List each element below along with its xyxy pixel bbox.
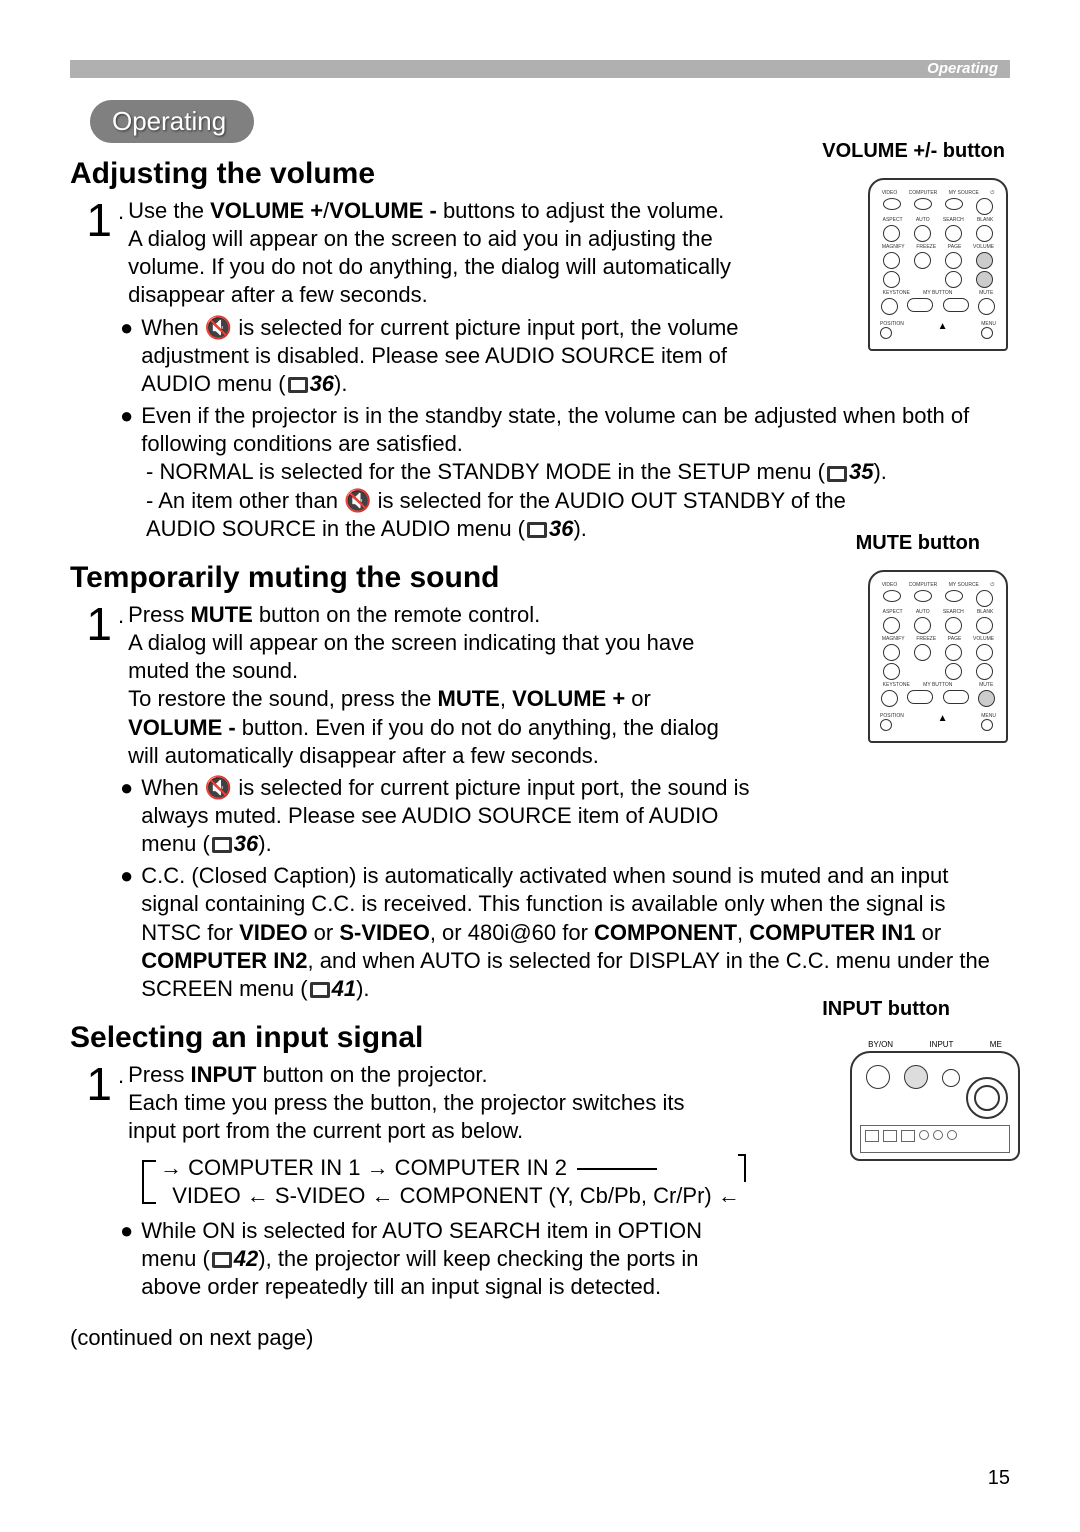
mute-bullet-2: ● C.C. (Closed Caption) is automatically… — [120, 862, 1010, 1003]
book-icon — [212, 837, 232, 853]
input-bullet-1: ● While ON is selected for AUTO SEARCH i… — [120, 1217, 1010, 1301]
volume-button-caption: VOLUME +/- button — [822, 140, 1005, 163]
input-button-caption: INPUT button — [822, 998, 950, 1021]
book-icon — [827, 466, 847, 482]
remote-illustration-volume: VIDEOCOMPUTERMY SOURCE⏻ ASPECTAUTOSEARCH… — [868, 178, 1008, 351]
mute-button-caption: MUTE button — [856, 532, 980, 555]
book-icon — [527, 522, 547, 538]
projector-illustration: BY/ONINPUTME — [850, 1040, 1020, 1161]
mute-bullet-1: ● When 🔇 is selected for current picture… — [120, 774, 1010, 858]
volume-dash-1: - NORMAL is selected for the STANDBY MOD… — [146, 458, 1010, 486]
continued-note: (continued on next page) — [70, 1325, 1010, 1351]
book-icon — [288, 377, 308, 393]
header-bar-label: Operating — [927, 60, 998, 77]
section-pill: Operating — [90, 100, 254, 143]
header-bar: Operating — [70, 60, 1010, 78]
remote-illustration-mute: VIDEOCOMPUTERMY SOURCE⏻ ASPECTAUTOSEARCH… — [868, 570, 1008, 743]
page-number: 15 — [988, 1467, 1010, 1490]
book-icon — [310, 982, 330, 998]
book-icon — [212, 1252, 232, 1268]
input-signal-chain: → COMPUTER IN 1 → COMPUTER IN 2 VIDEO ← … — [160, 1154, 1010, 1211]
volume-bullet-2: ● Even if the projector is in the standb… — [120, 402, 1010, 458]
